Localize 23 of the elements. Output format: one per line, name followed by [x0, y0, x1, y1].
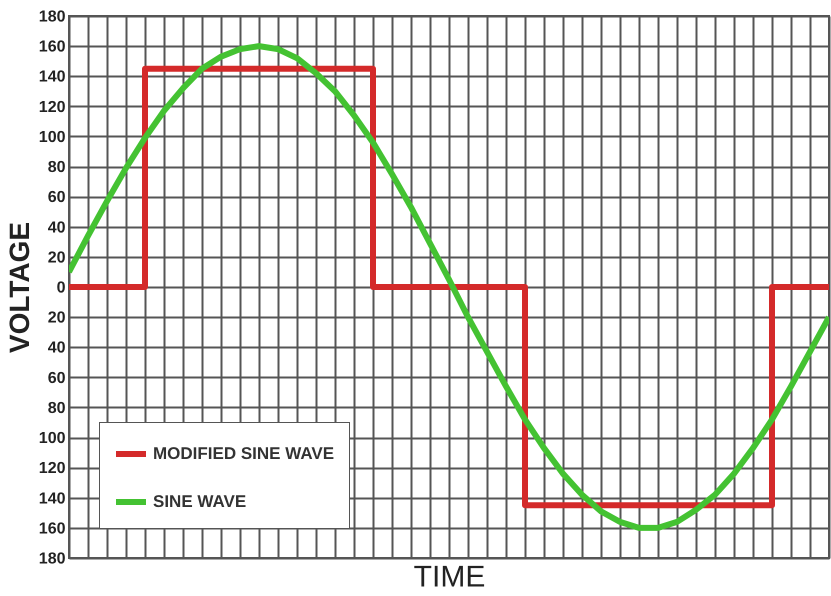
legend-label: MODIFIED SINE WAVE — [153, 444, 334, 463]
y-tick-label: 140 — [38, 68, 66, 86]
y-tick-label: 120 — [38, 460, 66, 478]
y-tick-label: 80 — [48, 400, 66, 417]
legend-label: SINE WAVE — [153, 492, 246, 511]
y-tick-label: 180 — [38, 8, 66, 26]
y-axis-title: VOLTAGE — [4, 222, 35, 354]
y-tick-label: 20 — [48, 310, 66, 327]
x-axis-title: TIME — [414, 560, 486, 594]
y-tick-label: 120 — [38, 98, 66, 116]
y-tick-label: 140 — [38, 490, 66, 508]
y-tick-label: 160 — [38, 520, 66, 538]
y-tick-label: 100 — [38, 128, 66, 146]
y-tick-label: 40 — [48, 219, 66, 236]
y-tick-label: 20 — [48, 249, 66, 266]
y-tick-label: 60 — [48, 370, 66, 387]
y-tick-label: 40 — [48, 340, 66, 357]
y-tick-label: 160 — [38, 38, 66, 56]
y-tick-label: 100 — [38, 430, 66, 448]
y-tick-label: 0 — [56, 280, 66, 296]
y-tick-label: 80 — [48, 159, 66, 176]
y-tick-label: 60 — [48, 189, 66, 206]
y-tick-label: 180 — [38, 550, 66, 568]
